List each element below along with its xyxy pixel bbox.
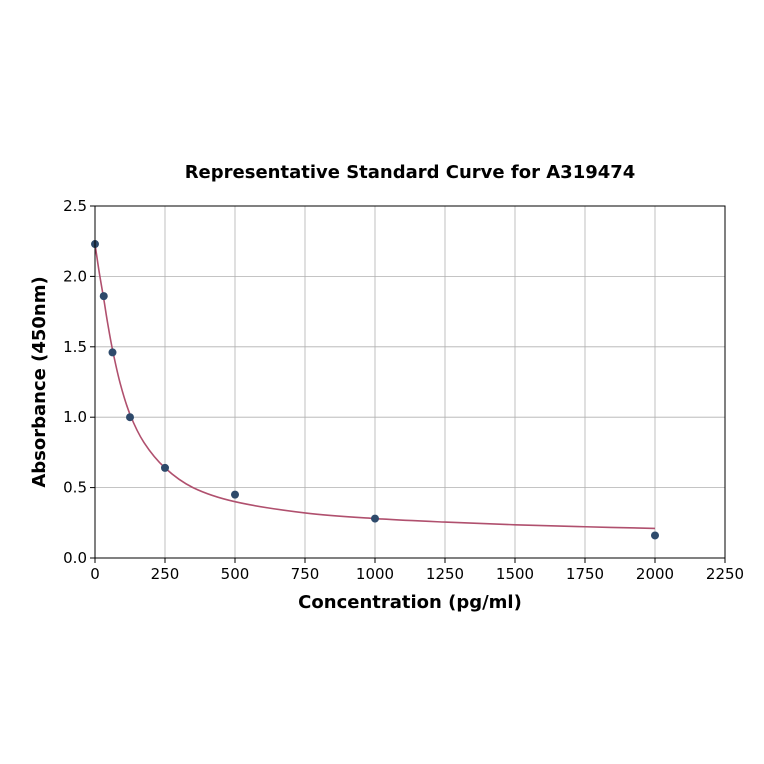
- data-point: [651, 531, 659, 540]
- x-tick-label: 750: [291, 565, 320, 583]
- x-tick-label: 1000: [356, 565, 394, 583]
- y-tick-label: 0.5: [63, 479, 87, 497]
- data-point: [161, 463, 169, 472]
- data-points-layer: [91, 240, 659, 540]
- plot-frame: [94, 205, 726, 559]
- x-tick-label: 2250: [706, 565, 744, 583]
- chart-title: Representative Standard Curve for A31947…: [185, 162, 636, 183]
- x-tick-label: 1750: [566, 565, 604, 583]
- data-point: [371, 514, 379, 523]
- y-tick-label: 0.0: [63, 549, 87, 567]
- fit-curve: [94, 243, 656, 530]
- x-tick-label: 0: [90, 565, 100, 583]
- y-axis: 0.0 0.5 1.0 1.5 2.0 2.5: [63, 197, 95, 567]
- x-axis: 0 250 500 750 1000 1250 1500 1750 2000 2250: [90, 558, 744, 583]
- y-tick-label: 2.0: [63, 267, 87, 285]
- x-tick-label: 250: [151, 565, 180, 583]
- y-tick-label: 1.5: [63, 338, 87, 356]
- fit-curve-layer: [94, 243, 656, 530]
- y-tick-label: 1.0: [63, 408, 87, 426]
- grid: [94, 205, 726, 559]
- data-point: [126, 413, 134, 422]
- x-axis-label: Concentration (pg/ml): [298, 592, 522, 613]
- y-axis-label: Absorbance (450nm): [29, 276, 50, 487]
- x-tick-label: 2000: [636, 565, 674, 583]
- x-tick-label: 500: [221, 565, 250, 583]
- data-point: [108, 348, 117, 357]
- data-point: [231, 490, 239, 499]
- data-point: [99, 292, 108, 301]
- y-tick-label: 2.5: [63, 197, 87, 215]
- x-tick-label: 1250: [426, 565, 464, 583]
- x-tick-label: 1500: [496, 565, 534, 583]
